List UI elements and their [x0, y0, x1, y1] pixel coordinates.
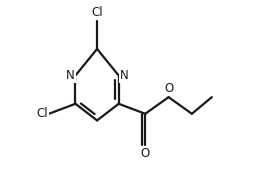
Text: O: O [164, 82, 173, 95]
Text: Cl: Cl [91, 6, 103, 19]
Text: N: N [66, 69, 75, 82]
Text: N: N [119, 69, 128, 82]
Text: Cl: Cl [37, 107, 48, 120]
Text: O: O [141, 147, 150, 160]
